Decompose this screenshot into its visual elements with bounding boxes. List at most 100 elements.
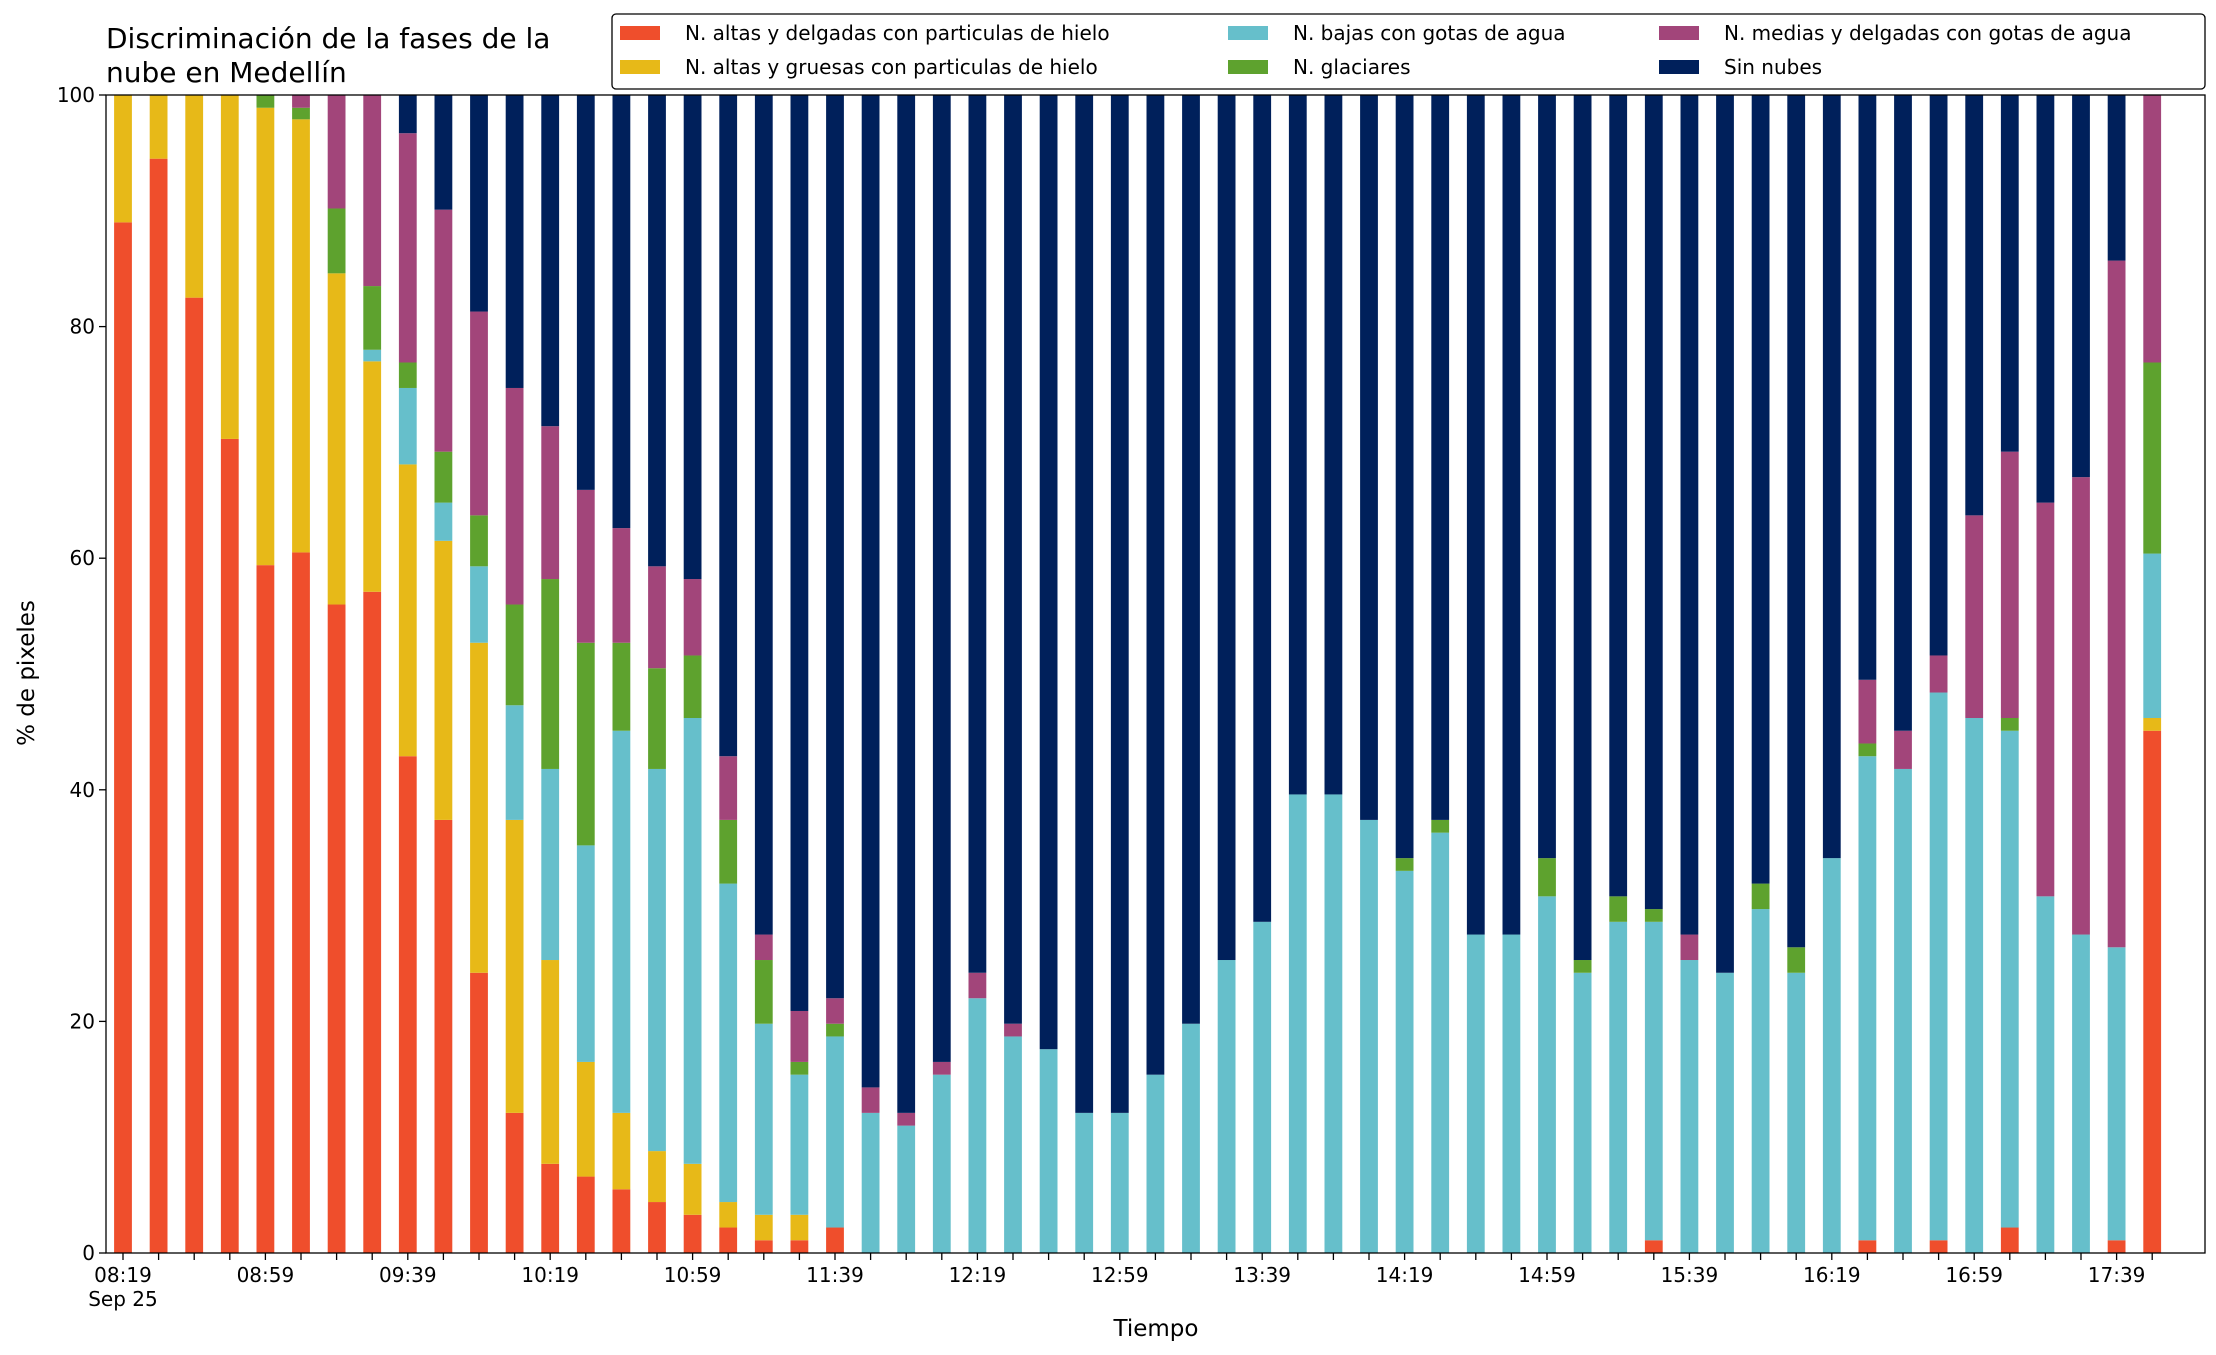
bar-segment [790, 1074, 809, 1215]
bar-segment [790, 1240, 809, 1253]
bar-segment [612, 730, 631, 1113]
bar-segment [256, 565, 275, 1253]
bar-segment [470, 515, 488, 567]
legend-label: N. glaciares [1293, 55, 1411, 79]
bar-segment [505, 705, 524, 820]
bar-segment [1253, 921, 1272, 1253]
bar-segment [1182, 1023, 1200, 1253]
bar-segment [648, 1202, 666, 1253]
legend-swatch [1228, 60, 1268, 74]
bar-segment [220, 95, 239, 439]
bar-segment [790, 1061, 809, 1075]
x-tick-label: 11:39 [806, 1263, 864, 1287]
bar-segment [327, 208, 346, 274]
bar-segment [1894, 95, 1912, 731]
bar-segment [2107, 95, 2126, 261]
bar-segment [363, 591, 382, 1253]
bar-segment [541, 95, 560, 427]
legend-swatch [620, 60, 660, 74]
bar-segment [1538, 858, 1556, 897]
bar-segment [1929, 692, 1948, 1241]
bar-segment [327, 273, 346, 605]
bar-segment [1573, 972, 1592, 1253]
bar-segment [719, 819, 738, 884]
bar-segment [2143, 553, 2162, 719]
bar-segment [683, 655, 702, 719]
bar-segment [149, 95, 168, 159]
bar-segment [1858, 743, 1877, 757]
bar-segment [1858, 679, 1877, 744]
bar-segment [363, 349, 382, 362]
legend-label: N. bajas con gotas de agua [1293, 21, 1566, 45]
bar-segment [363, 95, 382, 287]
bar-segment [1288, 95, 1307, 795]
bar-segment [541, 960, 560, 1164]
bar-segment [1395, 870, 1414, 1253]
bar-segment [1431, 819, 1450, 833]
bar-segment [1894, 768, 1912, 1253]
bar-segment [1395, 95, 1414, 859]
bar-segment [398, 133, 417, 363]
bar-segment [1039, 95, 1058, 1050]
bar-segment [612, 1189, 631, 1253]
bar-segment [1929, 1240, 1948, 1253]
bar-segment [1751, 883, 1770, 910]
bar-segment [576, 1061, 595, 1177]
legend-box [611, 13, 2206, 90]
bar-segment [1004, 1036, 1022, 1253]
bar-segment [968, 998, 987, 1253]
bar-segment [612, 95, 631, 529]
bar-segment [470, 566, 488, 643]
bar-segment [1965, 718, 1984, 1253]
x-tick-label: 12:19 [949, 1263, 1007, 1287]
bar-segment [1039, 1049, 1058, 1253]
bar-segment [754, 1214, 773, 1241]
bar-segment [1538, 896, 1556, 1253]
bar-segment [2000, 95, 2019, 452]
bar-segment [1716, 95, 1734, 973]
y-tick-label: 40 [70, 778, 95, 802]
bar-segment [1110, 95, 1129, 1113]
bar-segment [790, 1214, 809, 1241]
x-tick-label: 12:59 [1091, 1263, 1149, 1287]
bar-segment [292, 107, 310, 120]
legend-label: N. medias y delgadas con gotas de agua [1724, 21, 2132, 45]
bar-segment [2143, 95, 2162, 363]
bar-segment [1360, 95, 1378, 820]
bar-segment [1466, 934, 1485, 1253]
bar-segment [1680, 960, 1699, 1253]
bar-segment [2036, 502, 2055, 897]
bar-segment [683, 1214, 702, 1253]
bar-segment [612, 642, 631, 731]
bar-segment [1929, 95, 1948, 656]
bar-segment [2000, 1227, 2019, 1253]
y-tick-label: 0 [82, 1241, 95, 1265]
bar-segment [1253, 95, 1272, 922]
bar-segment [612, 528, 631, 643]
bar-segment [1858, 1240, 1877, 1253]
bar-segment [114, 222, 132, 1253]
bar-segment [1573, 960, 1592, 973]
bar-segment [363, 286, 382, 350]
bar-segment [683, 1163, 702, 1215]
bar-segment [505, 604, 524, 706]
bar-segment [932, 95, 951, 1062]
bar-segment [1182, 95, 1200, 1024]
bar-segment [1324, 794, 1343, 1253]
bar-segment [398, 387, 417, 465]
bar-segment [826, 1227, 844, 1253]
bar-segment [932, 1074, 951, 1253]
bar-segment [2072, 95, 2090, 478]
bar-segment [1644, 1240, 1663, 1253]
x-tick-label: 10:59 [664, 1263, 722, 1287]
bar-segment [1146, 95, 1165, 1075]
bar-segment [826, 1023, 844, 1037]
bar-segment [1217, 95, 1236, 961]
bar-segment [790, 95, 809, 1011]
bar-segment [1609, 95, 1628, 897]
bar-segment [1751, 95, 1770, 884]
bar-segment [2072, 477, 2090, 935]
bar-segment [897, 1112, 916, 1126]
bar-segment [470, 972, 488, 1253]
bar-segment [2143, 362, 2162, 554]
